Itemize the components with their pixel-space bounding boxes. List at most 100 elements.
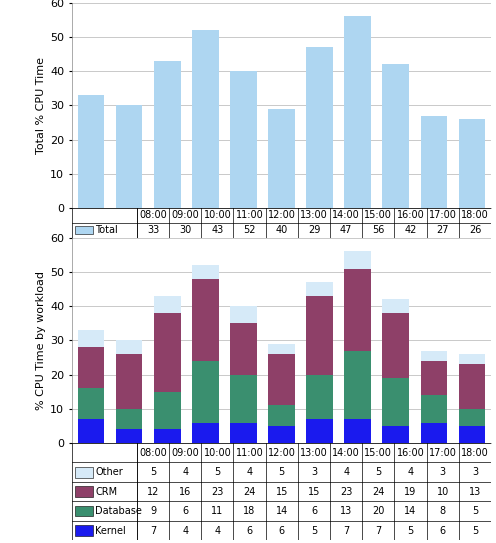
Bar	[459, 119, 485, 208]
Text: 17:00: 17:00	[429, 211, 457, 220]
FancyBboxPatch shape	[75, 525, 93, 536]
Text: Other: Other	[95, 467, 123, 477]
Text: 12:00: 12:00	[268, 211, 296, 220]
Text: 24: 24	[244, 487, 256, 497]
Text: 14:00: 14:00	[332, 211, 360, 220]
Text: 15: 15	[276, 487, 288, 497]
Bar	[268, 426, 295, 443]
Bar	[116, 340, 142, 354]
Text: 5: 5	[407, 526, 414, 535]
Bar	[230, 306, 257, 323]
Text: 14: 14	[276, 506, 288, 516]
Text: 11:00: 11:00	[236, 448, 263, 458]
Bar	[154, 296, 181, 313]
Text: 14:00: 14:00	[332, 448, 360, 458]
Bar	[78, 388, 104, 419]
Text: 8: 8	[439, 506, 446, 516]
Text: 52: 52	[244, 225, 256, 235]
Bar	[154, 313, 181, 392]
Text: 13: 13	[469, 487, 481, 497]
Text: 7: 7	[343, 526, 349, 535]
Text: 14: 14	[404, 506, 417, 516]
Text: 09:00: 09:00	[171, 211, 199, 220]
Text: 10: 10	[436, 487, 449, 497]
Bar	[421, 395, 447, 422]
Text: CRM: CRM	[95, 487, 118, 497]
Text: 7: 7	[375, 526, 381, 535]
Text: 24: 24	[372, 487, 384, 497]
Bar	[78, 419, 104, 443]
Bar	[382, 64, 409, 208]
Bar	[459, 426, 485, 443]
Text: 18:00: 18:00	[461, 448, 489, 458]
Text: 6: 6	[279, 526, 285, 535]
Bar	[306, 282, 333, 296]
Text: 30: 30	[179, 225, 191, 235]
Bar	[78, 330, 104, 347]
Text: 7: 7	[150, 526, 156, 535]
Text: 6: 6	[182, 506, 188, 516]
Bar	[116, 354, 142, 409]
Text: 4: 4	[182, 467, 188, 477]
Text: 16:00: 16:00	[397, 448, 425, 458]
Text: 5: 5	[472, 526, 478, 535]
Bar	[459, 354, 485, 364]
Text: 5: 5	[375, 467, 381, 477]
Text: 16:00: 16:00	[397, 211, 425, 220]
Text: 13: 13	[340, 506, 352, 516]
Text: 20: 20	[372, 506, 384, 516]
Text: 09:00: 09:00	[171, 448, 199, 458]
Bar	[230, 422, 257, 443]
Bar	[459, 409, 485, 426]
Bar	[421, 361, 447, 395]
Bar	[344, 16, 371, 208]
Bar	[344, 269, 371, 351]
Text: 12: 12	[147, 487, 159, 497]
Y-axis label: % CPU Time by workload: % CPU Time by workload	[36, 271, 46, 410]
Text: 29: 29	[308, 225, 320, 235]
Bar	[382, 313, 409, 378]
Bar	[382, 426, 409, 443]
Text: 56: 56	[372, 225, 384, 235]
Bar	[306, 296, 333, 375]
Bar	[306, 419, 333, 443]
Text: 5: 5	[150, 467, 156, 477]
Bar	[306, 47, 333, 208]
Text: 9: 9	[150, 506, 156, 516]
Bar	[344, 351, 371, 419]
Bar	[154, 392, 181, 430]
Text: 13:00: 13:00	[300, 211, 328, 220]
FancyBboxPatch shape	[75, 506, 93, 516]
Text: 3: 3	[472, 467, 478, 477]
Bar	[192, 279, 219, 361]
Bar	[192, 361, 219, 422]
Text: Database: Database	[95, 506, 142, 516]
Text: 18:00: 18:00	[461, 211, 489, 220]
Bar	[459, 364, 485, 409]
Text: 15: 15	[308, 487, 320, 497]
Bar	[192, 422, 219, 443]
Bar	[230, 71, 257, 208]
Text: 47: 47	[340, 225, 352, 235]
Y-axis label: Total % CPU Time: Total % CPU Time	[36, 57, 46, 154]
Text: 5: 5	[279, 467, 285, 477]
Text: 5: 5	[311, 526, 317, 535]
Bar	[154, 61, 181, 208]
Bar	[268, 109, 295, 208]
Bar	[382, 378, 409, 426]
Bar	[344, 251, 371, 269]
Bar	[230, 375, 257, 422]
Text: 10:00: 10:00	[203, 211, 231, 220]
Text: 42: 42	[404, 225, 417, 235]
Bar	[421, 351, 447, 361]
Text: 4: 4	[182, 526, 188, 535]
Text: 26: 26	[469, 225, 481, 235]
Text: 16: 16	[179, 487, 191, 497]
Text: Total: Total	[95, 225, 118, 235]
Bar	[268, 344, 295, 354]
Text: 6: 6	[311, 506, 317, 516]
Text: 15:00: 15:00	[365, 211, 392, 220]
Text: 17:00: 17:00	[429, 448, 457, 458]
Text: 6: 6	[439, 526, 446, 535]
Text: 4: 4	[343, 467, 349, 477]
